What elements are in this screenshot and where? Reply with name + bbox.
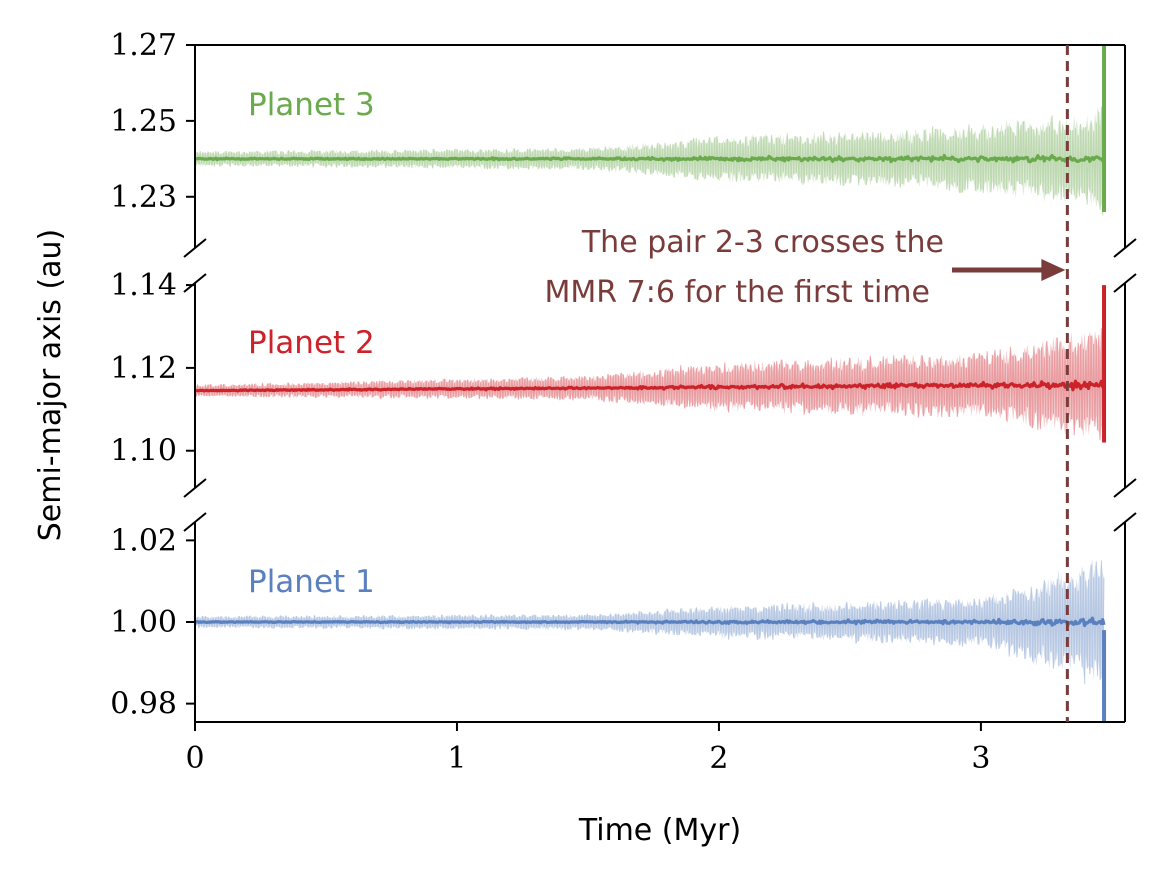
y-tick-label: 1.02: [110, 523, 177, 558]
envelope-band: [195, 328, 1104, 441]
panel-planet-3: 1.27 1.25 1.23 Planet 3: [110, 28, 1137, 258]
y-tick-label: 1.14: [110, 268, 177, 303]
planet-label: Planet 3: [248, 87, 375, 123]
axis-break-mark: [1113, 512, 1137, 532]
chart-overlay: 0 1 2 3 The pair 2-3 crosses the MMR 7:6 for …: [185, 45, 1069, 776]
planet-label: Planet 1: [248, 564, 375, 600]
x-tick-label: 2: [709, 741, 728, 776]
panel-planet-2: 1.14 1.12 1.10 Planet 2: [110, 268, 1137, 498]
y-tick-label: 1.00: [110, 605, 177, 640]
axis-break-mark: [1113, 238, 1137, 258]
x-axis-label: Time (Myr): [578, 813, 741, 848]
y-tick-label: 1.12: [110, 351, 177, 386]
y-tick-label: 1.10: [110, 434, 177, 469]
oscillation-line: [195, 560, 1105, 685]
x-tick-label: 3: [971, 741, 990, 776]
x-tick-label: 0: [185, 741, 204, 776]
y-tick-label: 1.25: [110, 104, 177, 139]
axis-break-mark: [183, 273, 207, 293]
mean-line: [195, 153, 1106, 164]
panel-data: [195, 559, 1107, 722]
oscillation-line: [195, 102, 1105, 216]
axis-break-mark: [183, 512, 207, 532]
y-tick-label: 0.98: [110, 687, 177, 722]
y-axis-label: Semi-major axis (au): [33, 229, 68, 542]
axis-break-mark: [183, 478, 207, 498]
axis-break-mark: [183, 238, 207, 258]
chart-panels: 1.27 1.25 1.23 Planet 3 1.14 1.12 1.10 Planet 2…: [110, 28, 1137, 723]
panel-data: [195, 285, 1107, 443]
x-tick-label: 1: [447, 741, 466, 776]
mean-line: [195, 379, 1106, 393]
annotation-line-1: The pair 2-3 crosses the: [581, 225, 944, 260]
panel-data: [195, 45, 1107, 216]
axis-break-mark: [1113, 273, 1137, 293]
annotation-line-2: MMR 7:6 for the first time: [545, 275, 930, 310]
planet-label: Planet 2: [248, 325, 375, 361]
oscillation-line: [195, 328, 1105, 441]
y-tick-label: 1.27: [110, 28, 177, 63]
y-tick-label: 1.23: [110, 180, 177, 215]
annotation-arrow-head: [1041, 259, 1066, 281]
mean-line: [195, 616, 1106, 628]
panel-planet-1: 1.02 1.00 0.98 Planet 1: [110, 512, 1137, 723]
axis-break-mark: [1113, 478, 1137, 498]
